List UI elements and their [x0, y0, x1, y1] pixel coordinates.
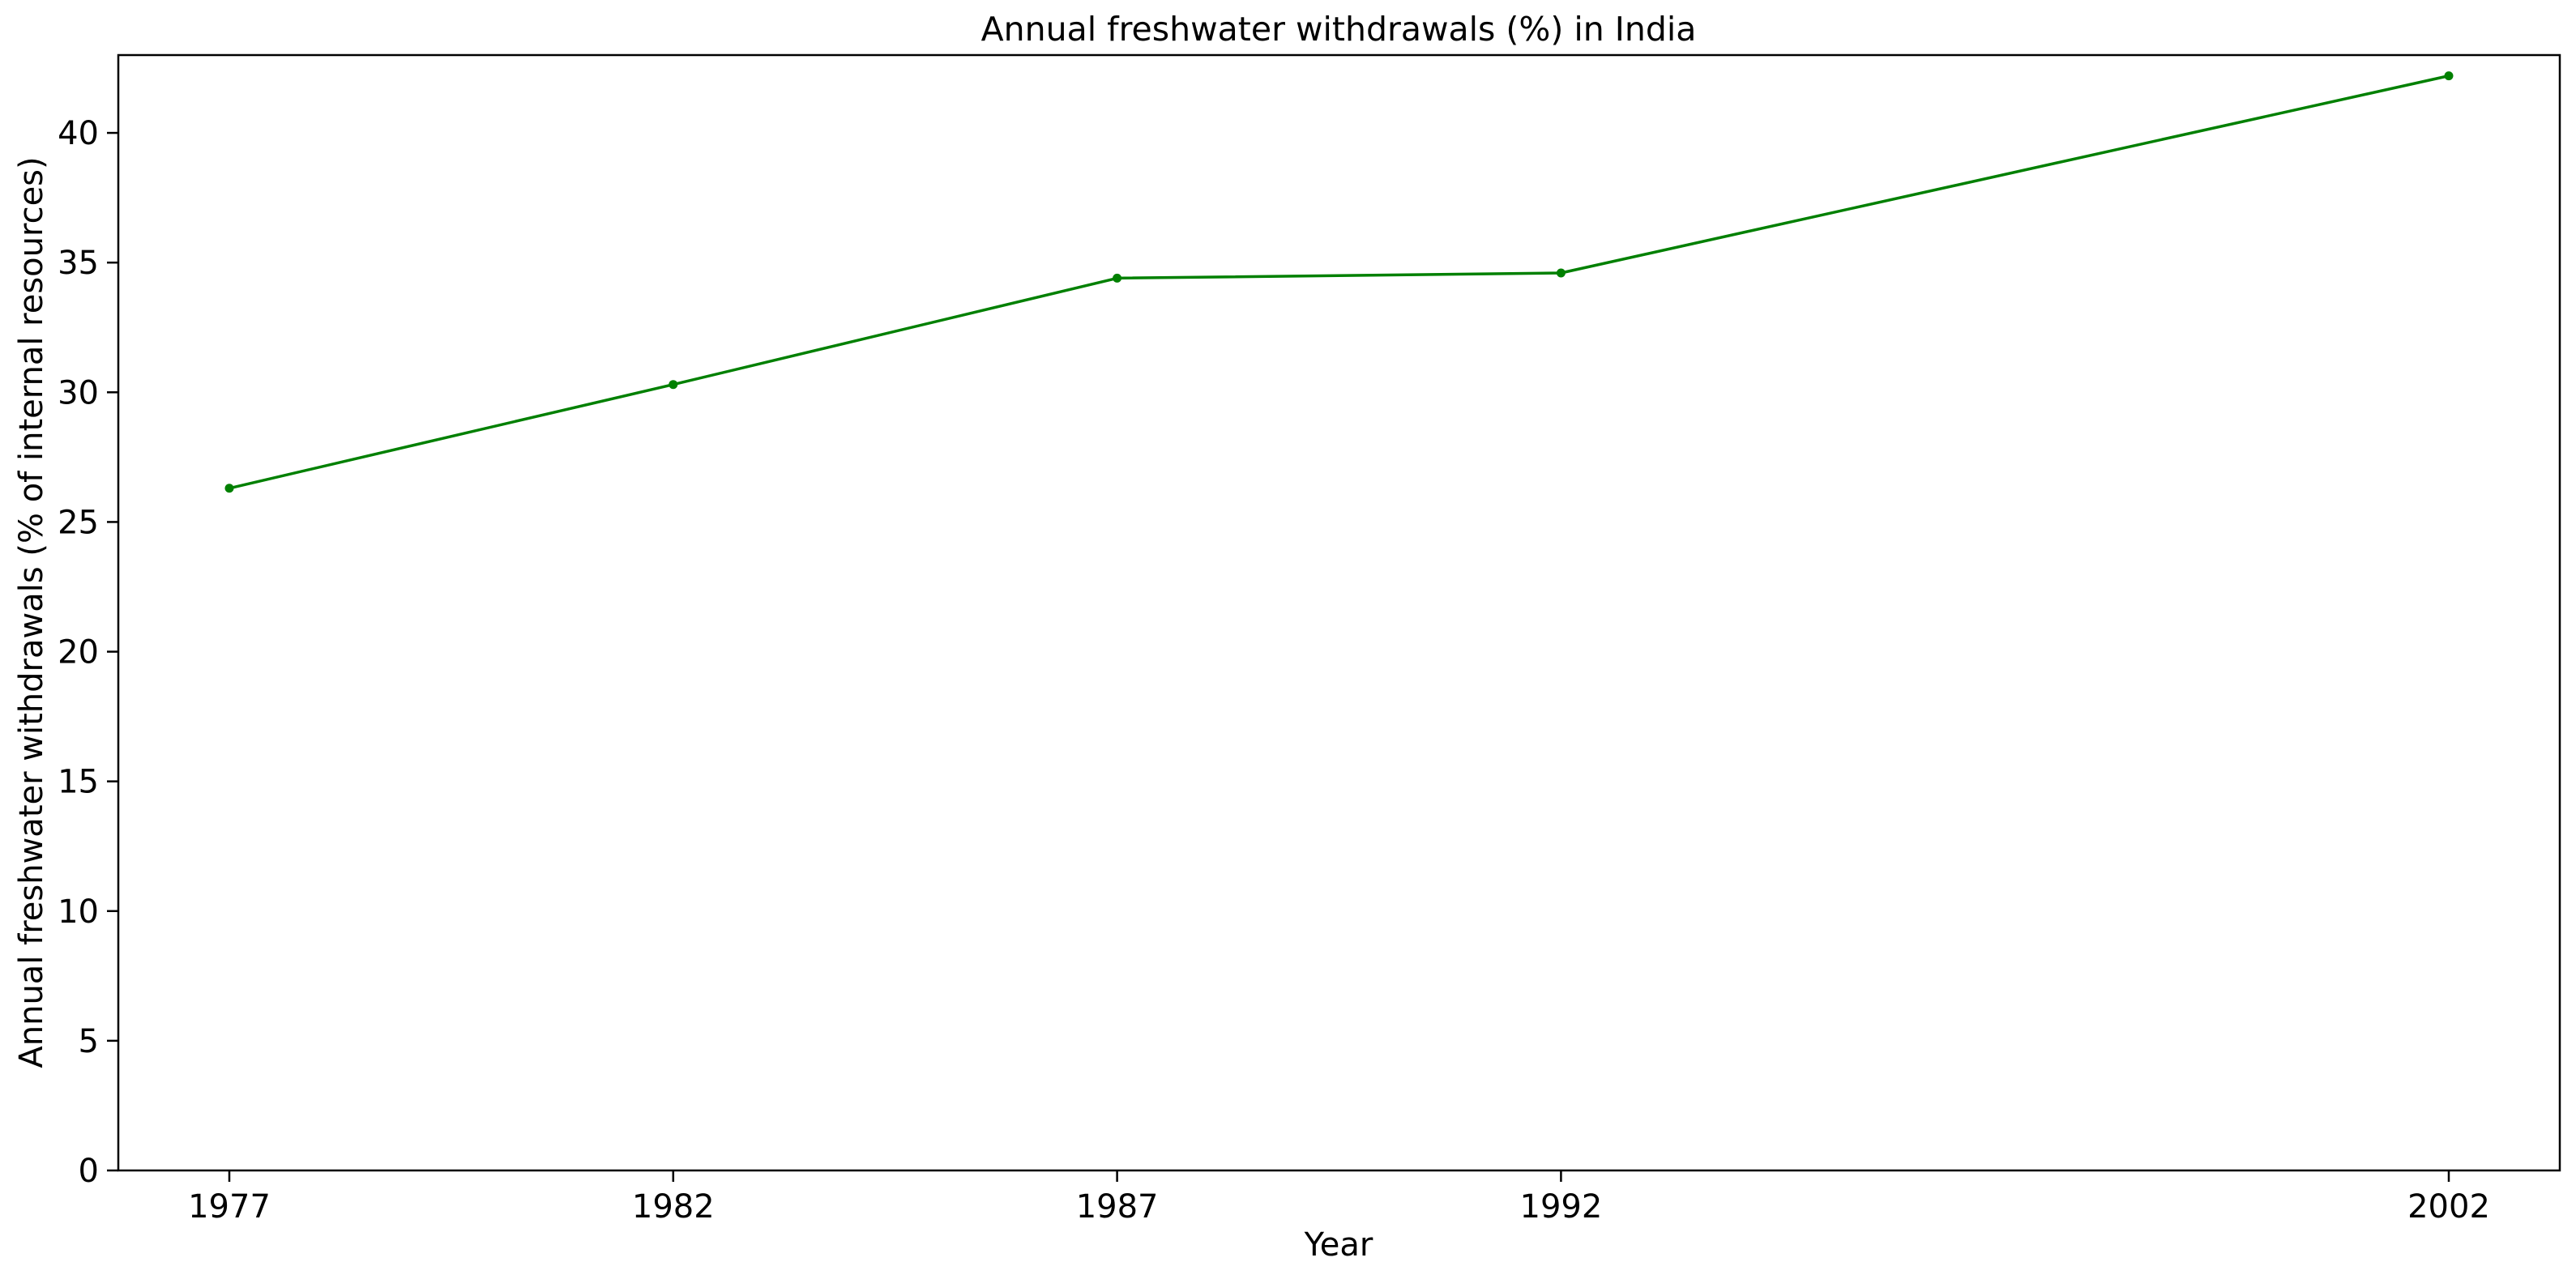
data-point: [1113, 273, 1122, 283]
x-tick-label: 1992: [1520, 1188, 1603, 1226]
series-line: [229, 74, 2450, 490]
y-tick-label: 35: [58, 245, 99, 282]
data-point: [2444, 71, 2454, 81]
y-tick-label: 5: [79, 1023, 99, 1060]
data-point: [224, 484, 234, 493]
y-tick-label: 15: [58, 764, 99, 801]
x-tick-label: 1977: [188, 1188, 271, 1226]
x-axis-title: Year: [1304, 1226, 1373, 1264]
plot-layer: [224, 71, 2454, 493]
y-axis-title: Annual freshwater withdrawals (% of inte…: [13, 156, 50, 1068]
x-tick-label: 1982: [632, 1188, 715, 1226]
data-point: [1556, 268, 1566, 278]
y-tick-label: 10: [58, 893, 99, 931]
y-tick-label: 20: [58, 634, 99, 671]
y-axis: 0 5 10 15 20 25 30 35 40: [58, 115, 118, 1190]
y-tick-label: 30: [58, 374, 99, 411]
x-axis: 1977 1982 1987 1992 2002: [188, 1170, 2490, 1226]
y-tick-label: 40: [58, 115, 99, 152]
y-tick-label: 0: [79, 1153, 99, 1190]
x-tick-label: 2002: [2407, 1188, 2490, 1226]
data-point: [669, 380, 678, 390]
chart-title: Annual freshwater withdrawals (%) in Ind…: [981, 10, 1697, 49]
plot-area-frame: [117, 53, 2561, 1172]
x-tick-label: 1987: [1076, 1188, 1159, 1226]
y-tick-label: 25: [58, 504, 99, 541]
